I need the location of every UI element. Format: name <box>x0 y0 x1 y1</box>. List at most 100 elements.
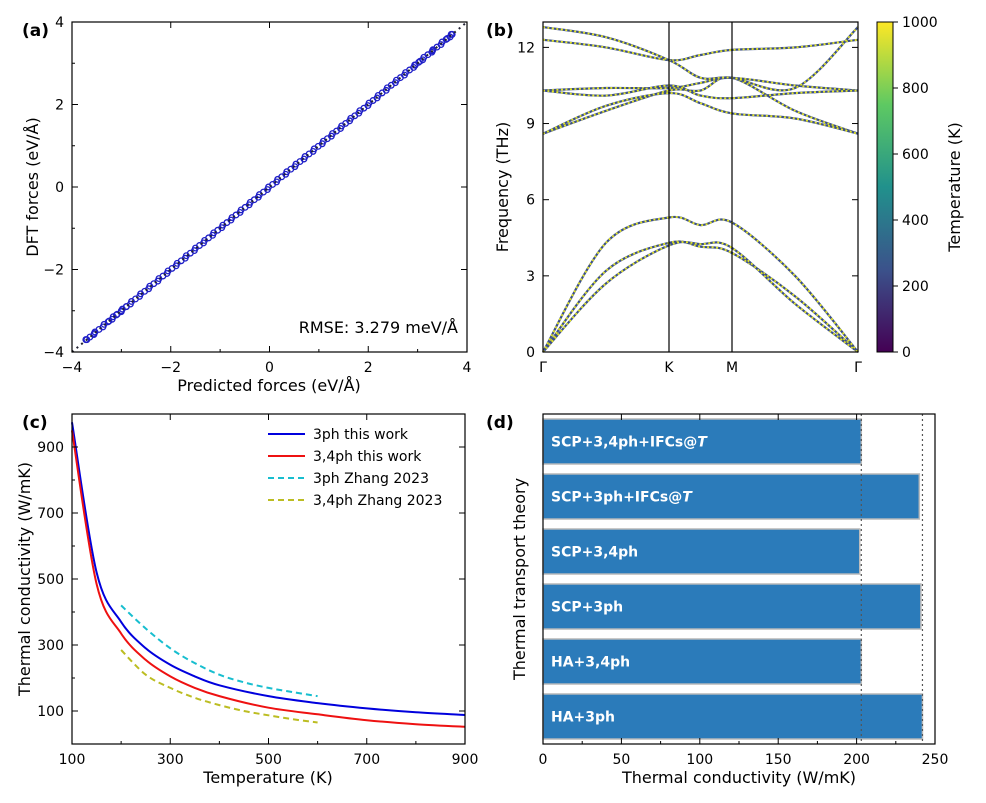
y-tick-label: 0 <box>55 180 64 196</box>
panel-d-xlabel: Thermal conductivity (W/mK) <box>621 768 856 787</box>
phonon-branch-high-t <box>542 241 859 353</box>
bar <box>542 583 922 630</box>
series-line <box>120 604 318 698</box>
panel-c-marks <box>71 422 466 728</box>
y-tick-label: 300 <box>37 638 64 654</box>
data-point <box>112 311 120 319</box>
x-tick-label: −2 <box>160 360 181 376</box>
panel-a-marks <box>71 21 468 353</box>
bar-label: HA+3ph <box>551 710 615 726</box>
panel-c: 100 300 500 700 900 100 300 500 700 900 3ph this … <box>15 413 478 787</box>
legend-label: 3,4ph this work <box>313 449 422 465</box>
phonon-branch-high-t <box>542 76 859 135</box>
data-point <box>122 303 130 311</box>
phonon-branch-low-t <box>542 38 859 62</box>
panel-b-marks <box>542 22 859 353</box>
colorbar-tick-label: 600 <box>902 147 929 163</box>
y-tick-label: −4 <box>43 345 64 361</box>
y-tick-label: 12 <box>517 40 535 56</box>
bar <box>542 473 921 520</box>
colorbar-ticks: 0 200 400 600 800 1000 <box>893 15 938 361</box>
y-tick-label: 6 <box>526 193 535 209</box>
panel-label-b: (b) <box>486 21 514 41</box>
data-point <box>411 61 419 69</box>
x-tick-label: 4 <box>463 360 472 376</box>
bar-label: SCP+3ph <box>551 600 623 616</box>
phonon-branch-low-t <box>542 240 859 353</box>
x-tick-label: 500 <box>255 752 282 768</box>
x-tick-label: 250 <box>922 752 949 768</box>
x-tick-label: 0 <box>265 360 274 376</box>
panel-a: −4 −2 0 2 4 −4 −2 0 2 4 RMSE: 3.279 meV/Å Predict… <box>23 15 472 395</box>
colorbar-label: Temperature (K) <box>945 122 964 252</box>
bar-label: HA+3,4ph <box>551 655 630 671</box>
y-tick-label: 2 <box>55 98 64 114</box>
bar <box>542 638 863 685</box>
colorbar-tick-label: 1000 <box>902 15 938 31</box>
x-tick-label: 700 <box>353 752 380 768</box>
phonon-branch-high-t <box>542 92 859 135</box>
legend-label: 3ph Zhang 2023 <box>313 471 429 487</box>
x-tick-label: 200 <box>843 752 870 768</box>
panel-a-xlabel: Predicted forces (eV/Å) <box>177 376 361 395</box>
legend-label: 3,4ph Zhang 2023 <box>313 493 442 509</box>
data-point <box>117 307 125 315</box>
x-tick-label: −4 <box>62 360 83 376</box>
colorbar-tick-label: 200 <box>902 279 929 295</box>
panel-a-ylabel: DFT forces (eV/Å) <box>23 117 42 256</box>
y-tick-label: 900 <box>37 440 64 456</box>
panel-c-ticks: 100 300 500 700 900 100 300 500 700 900 <box>37 414 478 768</box>
phonon-branch-low-t <box>542 26 859 92</box>
panel-a-annotation: RMSE: 3.279 meV/Å <box>299 318 458 337</box>
panel-a-ticks: −4 −2 0 2 4 −4 −2 0 2 4 <box>43 15 471 376</box>
panel-b-frame <box>542 21 859 353</box>
panel-d-ticks: 0 50 100 150 200 250 <box>539 414 949 768</box>
x-tick-label: M <box>726 360 738 376</box>
y-tick-label: 0 <box>526 345 535 361</box>
x-tick-label: 100 <box>59 752 86 768</box>
bar-label-italic: T <box>682 490 693 506</box>
x-tick-label: Γ <box>854 360 862 376</box>
colorbar-tick-label: 0 <box>902 345 911 361</box>
phonon-branch-high-t <box>542 76 859 92</box>
phonon-branch-high-t <box>542 216 859 353</box>
y-tick-label: 700 <box>37 506 64 522</box>
bar-label: SCP+3ph+IFCs@T <box>551 490 693 506</box>
bar <box>542 528 861 575</box>
panel-label-d: (d) <box>486 413 514 433</box>
data-point <box>428 47 436 55</box>
bar <box>542 693 924 740</box>
x-tick-label: 0 <box>539 752 548 768</box>
x-tick-label: 150 <box>765 752 792 768</box>
y-tick-label: 3 <box>526 269 535 285</box>
panel-b-ylabel: Frequency (THz) <box>493 122 512 252</box>
data-point <box>416 57 424 65</box>
panel-d: SCP+3,4ph+IFCs@T SCP+3ph+IFCs@T SCP+3,4ph S… <box>510 413 949 787</box>
phonon-branch-low-t <box>542 76 859 92</box>
phonon-branch-low-t <box>542 91 859 135</box>
phonon-branch-high-t <box>542 84 859 100</box>
panel-label-a: (a) <box>22 21 49 41</box>
data-point <box>90 329 98 337</box>
series-line <box>71 422 466 716</box>
data-point <box>83 336 91 344</box>
bar-label: SCP+3,4ph+IFCs@T <box>551 435 708 451</box>
x-tick-label: 900 <box>452 752 479 768</box>
phonon-branch-low-t <box>542 240 859 353</box>
panel-c-legend: 3ph this work 3,4ph this work 3ph Zhang 20… <box>268 427 442 509</box>
y-tick-label: 4 <box>55 15 64 31</box>
data-point <box>448 30 456 38</box>
x-tick-label: K <box>664 360 674 376</box>
phonon-branch-low-t <box>542 76 859 135</box>
y-tick-label: −2 <box>43 263 64 279</box>
data-point <box>443 35 451 42</box>
phonon-branch-high-t <box>542 240 859 353</box>
data-point <box>105 317 113 325</box>
legend-label: 3ph this work <box>313 427 409 443</box>
x-tick-label: 100 <box>686 752 713 768</box>
panel-c-ylabel: Thermal conductivity (W/mK) <box>15 462 34 697</box>
phonon-branch-low-t <box>542 215 859 353</box>
